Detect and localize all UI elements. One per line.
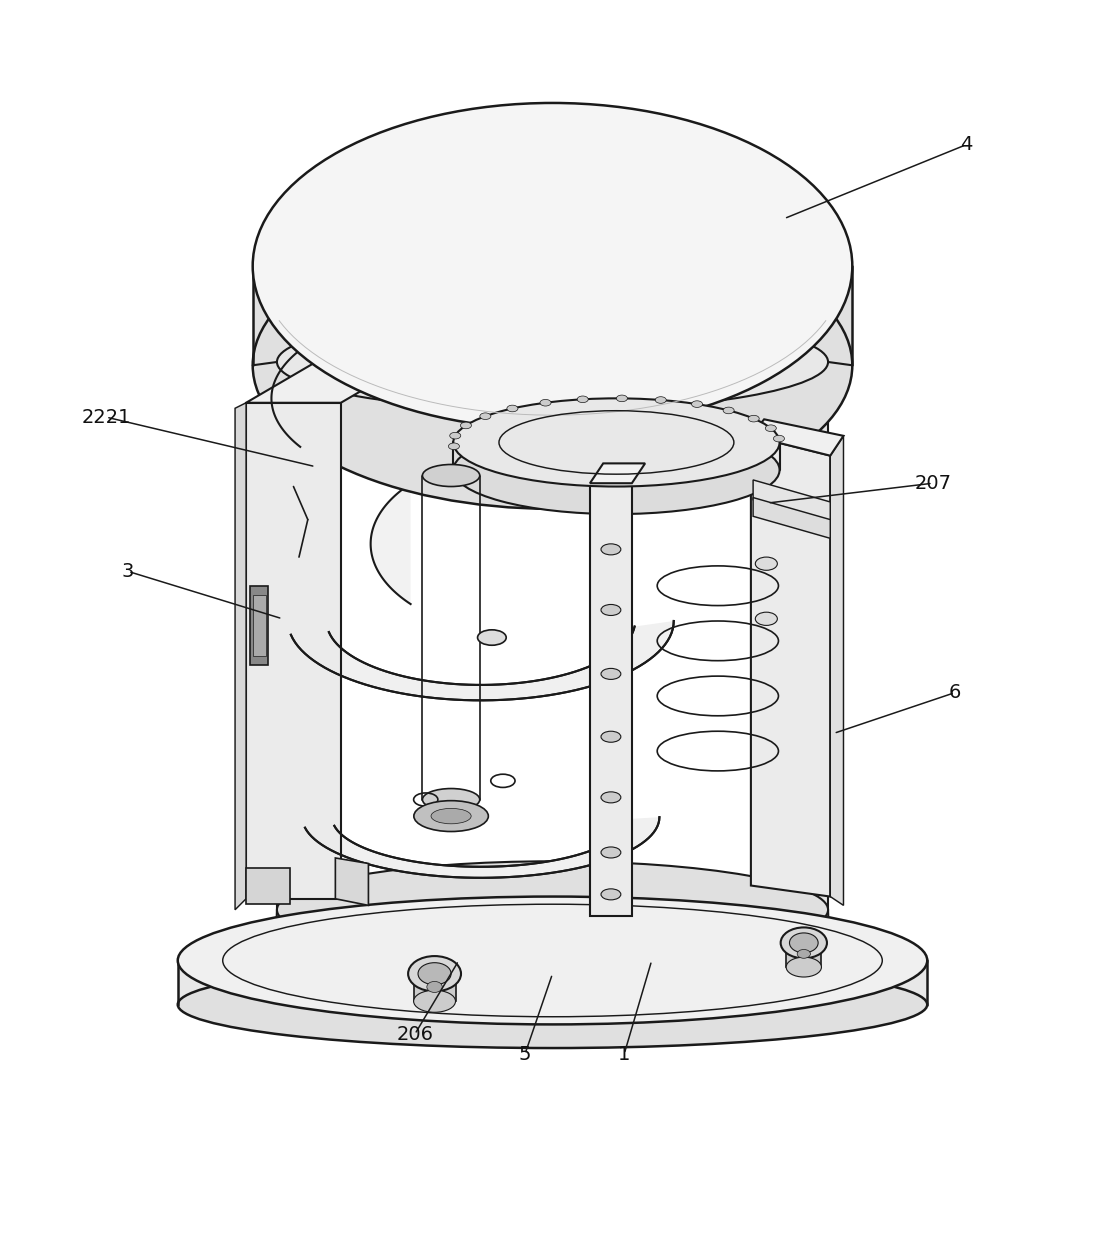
Ellipse shape bbox=[601, 732, 621, 743]
Text: 3: 3 bbox=[122, 561, 135, 581]
Polygon shape bbox=[246, 868, 291, 904]
Text: 5: 5 bbox=[518, 1045, 532, 1063]
Polygon shape bbox=[590, 463, 645, 483]
Ellipse shape bbox=[453, 426, 779, 514]
Text: 2221: 2221 bbox=[82, 407, 130, 426]
Text: 1: 1 bbox=[618, 1045, 630, 1063]
Polygon shape bbox=[828, 361, 852, 374]
Ellipse shape bbox=[723, 407, 734, 414]
Text: 6: 6 bbox=[948, 683, 961, 702]
Ellipse shape bbox=[178, 897, 927, 1025]
Text: 207: 207 bbox=[914, 473, 951, 493]
Ellipse shape bbox=[756, 558, 777, 570]
Ellipse shape bbox=[601, 544, 621, 555]
Ellipse shape bbox=[617, 395, 628, 401]
Polygon shape bbox=[590, 483, 632, 917]
Text: 206: 206 bbox=[397, 1025, 433, 1043]
Ellipse shape bbox=[601, 847, 621, 858]
Ellipse shape bbox=[786, 958, 821, 977]
Ellipse shape bbox=[577, 396, 588, 402]
Polygon shape bbox=[786, 943, 821, 968]
Ellipse shape bbox=[480, 412, 491, 420]
Ellipse shape bbox=[507, 405, 518, 412]
Polygon shape bbox=[754, 479, 830, 522]
Ellipse shape bbox=[756, 612, 777, 626]
Ellipse shape bbox=[253, 103, 852, 430]
Polygon shape bbox=[251, 586, 269, 664]
Polygon shape bbox=[253, 361, 277, 374]
Ellipse shape bbox=[450, 432, 461, 438]
Polygon shape bbox=[277, 361, 291, 910]
Ellipse shape bbox=[431, 809, 471, 823]
Polygon shape bbox=[305, 817, 660, 878]
Text: 4: 4 bbox=[959, 135, 972, 154]
Polygon shape bbox=[253, 595, 266, 656]
Ellipse shape bbox=[418, 963, 451, 985]
Polygon shape bbox=[413, 974, 455, 1001]
Ellipse shape bbox=[748, 415, 759, 422]
Ellipse shape bbox=[601, 605, 621, 616]
Ellipse shape bbox=[422, 789, 480, 811]
Polygon shape bbox=[830, 436, 843, 905]
Ellipse shape bbox=[766, 425, 777, 431]
Ellipse shape bbox=[477, 630, 506, 646]
Ellipse shape bbox=[253, 222, 852, 509]
Polygon shape bbox=[178, 960, 927, 1005]
Polygon shape bbox=[814, 361, 828, 910]
Ellipse shape bbox=[692, 401, 703, 407]
Ellipse shape bbox=[449, 443, 460, 450]
Polygon shape bbox=[253, 266, 852, 365]
Ellipse shape bbox=[789, 933, 818, 953]
Ellipse shape bbox=[453, 399, 779, 487]
Polygon shape bbox=[291, 621, 674, 700]
Ellipse shape bbox=[540, 400, 551, 406]
Ellipse shape bbox=[408, 956, 461, 991]
Polygon shape bbox=[751, 420, 843, 456]
Ellipse shape bbox=[601, 889, 621, 900]
Ellipse shape bbox=[461, 422, 472, 428]
Polygon shape bbox=[370, 361, 411, 910]
Polygon shape bbox=[751, 436, 830, 897]
Ellipse shape bbox=[601, 668, 621, 679]
Ellipse shape bbox=[414, 801, 488, 832]
Polygon shape bbox=[246, 402, 340, 899]
Ellipse shape bbox=[413, 990, 455, 1012]
Ellipse shape bbox=[780, 928, 827, 959]
Polygon shape bbox=[235, 402, 246, 910]
Polygon shape bbox=[246, 361, 412, 402]
Ellipse shape bbox=[601, 792, 621, 802]
Ellipse shape bbox=[277, 861, 828, 959]
Ellipse shape bbox=[774, 435, 785, 442]
Ellipse shape bbox=[655, 396, 666, 404]
Ellipse shape bbox=[797, 949, 810, 959]
Polygon shape bbox=[335, 858, 368, 905]
Ellipse shape bbox=[277, 313, 828, 410]
Polygon shape bbox=[754, 498, 830, 538]
Ellipse shape bbox=[178, 961, 927, 1048]
Ellipse shape bbox=[422, 465, 480, 487]
Ellipse shape bbox=[427, 981, 442, 992]
